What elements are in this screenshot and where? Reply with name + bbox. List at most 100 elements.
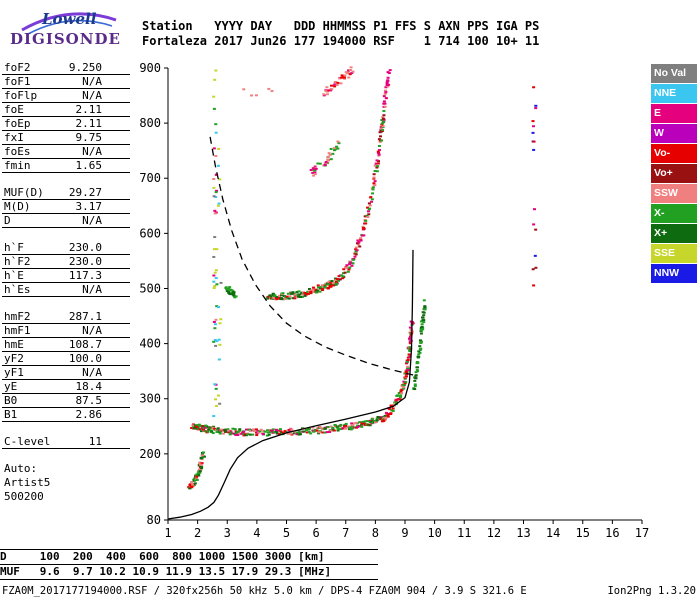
station-header: Station YYYY DAY DDD HHMMSS P1 FFS S AXN… [142, 19, 539, 49]
param-group: C-level 11 [2, 435, 130, 449]
param-name: foFlp [4, 89, 38, 102]
param-value: 2.86 [75, 408, 103, 421]
x-tick-label: 16 [605, 526, 619, 540]
range-table-row-d: D 100 200 400 600 800 1000 1500 3000 [km… [0, 550, 378, 565]
param-name: B0 [4, 394, 18, 407]
legend-item-vo+: Vo+ [651, 164, 697, 183]
x-tick-label: 7 [342, 526, 349, 540]
param-name: h`Es [4, 283, 31, 296]
legend-item-x-: X- [651, 204, 697, 223]
y-axis-ticks: 80 200 300 400 500 600 700 800 900 [139, 61, 168, 527]
param-row: h`Es N/A [2, 283, 130, 297]
param-group: foF2 9.250 foF1 N/A foFlp N/A foE 2.11 foEp 2.11 f… [2, 61, 130, 173]
legend-item-nne: NNE [651, 84, 697, 103]
autoscaling-line: Artist5 [4, 476, 51, 489]
x-tick-label: 1 [164, 526, 171, 540]
param-value: 287.1 [68, 310, 102, 323]
param-row: D N/A [2, 214, 130, 228]
x-tick-label: 13 [516, 526, 530, 540]
param-name: yF1 [4, 366, 24, 379]
param-row: yF1 N/A [2, 366, 130, 380]
param-row: foF2 9.250 [2, 61, 130, 75]
d-muf-table: D 100 200 400 600 800 1000 1500 3000 [km… [0, 549, 378, 580]
x-tick-label: 3 [224, 526, 231, 540]
scatter-series-second-hop-top [382, 69, 392, 108]
legend-item-ssw: SSW [651, 184, 697, 203]
param-row: fmin 1.65 [2, 159, 130, 173]
param-value: 11 [88, 435, 102, 448]
param-row: h`F2 230.0 [2, 255, 130, 269]
param-value: 230.0 [68, 241, 102, 254]
param-row: hmE 108.7 [2, 338, 130, 352]
param-value: 87.5 [75, 394, 103, 407]
param-row: hmF1 N/A [2, 324, 130, 338]
param-value: N/A [82, 145, 102, 158]
param-name: hmE [4, 338, 24, 351]
param-row: foEp 2.11 [2, 117, 130, 131]
param-row: h`F 230.0 [2, 241, 130, 255]
lowell-digisonde-logo: Lowell DIGISONDE [8, 4, 130, 52]
legend-item-nnw: NNW [651, 264, 697, 283]
scatter-series-e-layer-trace [187, 451, 206, 490]
param-group: MUF(D) 29.27 M(D) 3.17 D N/A [2, 186, 130, 228]
param-row: hmF2 287.1 [2, 310, 130, 324]
parameter-groups: foF2 9.250 foF1 N/A foFlp N/A foE 2.11 foEp 2.11 f… [2, 61, 130, 449]
x-tick-label: 8 [372, 526, 379, 540]
param-name: foEs [4, 145, 31, 158]
param-group: h`F 230.0 h`F2 230.0 h`E 117.3 h`Es N/A [2, 241, 130, 297]
param-value: 9.75 [75, 131, 103, 144]
legend-item-x+: X+ [651, 224, 697, 243]
scatter-series-second-hop-left [224, 286, 238, 299]
x-tick-label: 4 [253, 526, 260, 540]
scatter-series-second-hop [265, 277, 339, 301]
scatter-series-stray-points [242, 87, 274, 97]
plot-axes [167, 68, 642, 521]
logo-swoosh-icon [21, 12, 117, 35]
autoscaling-line: Auto: [4, 462, 38, 475]
x-tick-label: 6 [313, 526, 320, 540]
param-row: B1 2.86 [2, 408, 130, 422]
x-tick-label: 9 [401, 526, 408, 540]
param-row: h`E 117.3 [2, 269, 130, 283]
param-group: hmF2 287.1 hmF1 N/A hmE 108.7 yF2 100.0 yF1 N/A yE… [2, 310, 130, 422]
legend-item-w: W [651, 124, 697, 143]
param-row: foE 2.11 [2, 103, 130, 117]
param-name: fmin [4, 159, 31, 172]
param-value: 230.0 [68, 255, 102, 268]
param-value: N/A [82, 366, 102, 379]
station-header-columns: Station YYYY DAY DDD HHMMSS P1 FFS S AXN… [142, 19, 540, 33]
param-name: B1 [4, 408, 18, 421]
y-tick-label: 800 [139, 116, 161, 130]
scatter-series-second-hop-cusp [335, 109, 386, 285]
x-tick-label: 10 [427, 526, 441, 540]
y-tick-label: 500 [139, 281, 161, 295]
x-tick-label: 5 [283, 526, 290, 540]
footer-bar: FZA0M_2017177194000.RSF / 320fx256h 50 k… [2, 585, 696, 597]
x-tick-label: 2 [194, 526, 201, 540]
param-value: 2.11 [75, 103, 103, 116]
param-row: foFlp N/A [2, 89, 130, 103]
param-name: D [4, 214, 11, 227]
range-table-row-muf: MUF 9.6 9.7 10.2 10.9 11.9 13.5 17.9 29.… [0, 565, 332, 578]
param-name: foEp [4, 117, 31, 130]
param-name: hmF2 [4, 310, 31, 323]
param-value: N/A [82, 75, 102, 88]
param-name: h`F [4, 241, 24, 254]
param-name: C-level [4, 435, 51, 448]
autoscaling-info: Auto: Artist5 500200 [2, 462, 130, 504]
scatter-series-noise-column-a [212, 69, 219, 418]
param-name: h`F2 [4, 255, 31, 268]
legend-item-vo-: Vo- [651, 144, 697, 163]
param-value: 29.27 [68, 186, 102, 199]
param-value: N/A [82, 214, 102, 227]
y-tick-label: 200 [139, 447, 161, 461]
param-value: 18.4 [75, 380, 103, 393]
param-value: 2.11 [75, 117, 103, 130]
scatter-series-f-trace-x-ray [412, 299, 427, 391]
curve-muf-transmission-curve [209, 136, 416, 377]
y-tick-label: 700 [139, 171, 161, 185]
x-tick-label: 17 [635, 526, 649, 540]
scatter-series-third-hop [309, 140, 341, 177]
x-tick-label: 11 [457, 526, 471, 540]
